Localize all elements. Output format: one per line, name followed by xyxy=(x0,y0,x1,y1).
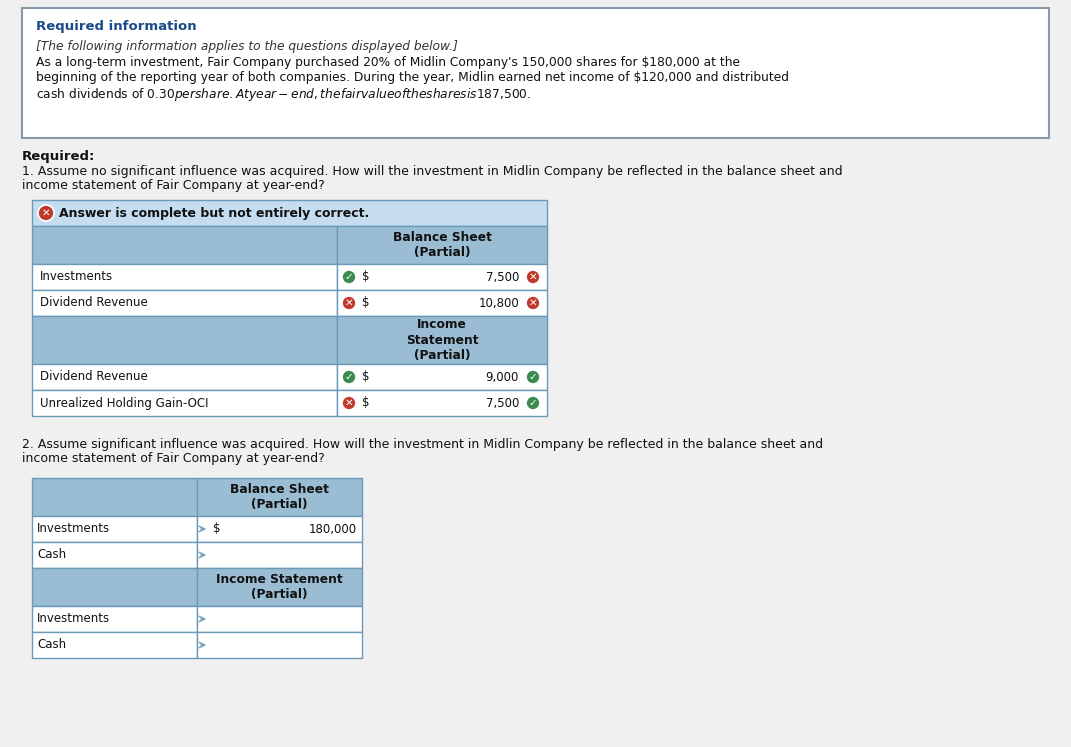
Text: Cash: Cash xyxy=(37,548,66,562)
Circle shape xyxy=(526,370,540,384)
Text: Required information: Required information xyxy=(36,20,197,33)
Text: Cash: Cash xyxy=(37,639,66,651)
Bar xyxy=(32,516,197,542)
Text: cash dividends of $0.30 per share. At year-end, the fair value of the shares is : cash dividends of $0.30 per share. At ye… xyxy=(36,86,531,103)
Bar xyxy=(32,200,547,226)
Text: Required:: Required: xyxy=(22,150,95,163)
Bar xyxy=(337,264,547,290)
Text: $: $ xyxy=(362,297,369,309)
Text: $: $ xyxy=(362,371,369,383)
Bar xyxy=(337,390,547,416)
Bar xyxy=(197,516,362,542)
Bar xyxy=(32,290,337,316)
Bar xyxy=(337,290,547,316)
Bar xyxy=(32,390,337,416)
Text: 7,500: 7,500 xyxy=(485,397,519,409)
Text: 9,000: 9,000 xyxy=(485,371,519,383)
Text: Answer is complete but not entirely correct.: Answer is complete but not entirely corr… xyxy=(59,206,369,220)
Circle shape xyxy=(342,296,356,310)
Text: ✕: ✕ xyxy=(529,272,538,282)
Text: 1. Assume no significant influence was acquired. How will the investment in Midl: 1. Assume no significant influence was a… xyxy=(22,165,843,178)
Bar xyxy=(32,364,337,390)
Bar xyxy=(337,226,547,264)
Text: beginning of the reporting year of both companies. During the year, Midlin earne: beginning of the reporting year of both … xyxy=(36,71,789,84)
Text: 10,800: 10,800 xyxy=(479,297,519,309)
Text: $: $ xyxy=(362,397,369,409)
Bar xyxy=(32,568,197,606)
Circle shape xyxy=(342,396,356,410)
Text: 2. Assume significant influence was acquired. How will the investment in Midlin : 2. Assume significant influence was acqu… xyxy=(22,438,824,451)
Bar xyxy=(32,316,337,364)
Text: ✕: ✕ xyxy=(42,208,50,218)
Bar xyxy=(197,478,362,516)
Circle shape xyxy=(526,270,540,284)
Text: ✕: ✕ xyxy=(529,298,538,308)
Text: Income Statement
(Partial): Income Statement (Partial) xyxy=(216,573,343,601)
Bar xyxy=(337,316,547,364)
Circle shape xyxy=(37,205,54,221)
Text: ✓: ✓ xyxy=(345,272,353,282)
Text: Balance Sheet
(Partial): Balance Sheet (Partial) xyxy=(230,483,329,511)
Text: income statement of Fair Company at year-end?: income statement of Fair Company at year… xyxy=(22,452,325,465)
Bar xyxy=(32,606,197,632)
Circle shape xyxy=(342,270,356,284)
Text: Investments: Investments xyxy=(37,613,110,625)
Text: 180,000: 180,000 xyxy=(308,522,357,536)
Text: $: $ xyxy=(362,270,369,284)
Text: Investments: Investments xyxy=(37,522,110,536)
Text: Dividend Revenue: Dividend Revenue xyxy=(40,371,148,383)
Text: ✓: ✓ xyxy=(345,372,353,382)
Bar xyxy=(197,632,362,658)
Bar xyxy=(32,226,337,264)
Text: As a long-term investment, Fair Company purchased 20% of Midlin Company's 150,00: As a long-term investment, Fair Company … xyxy=(36,56,740,69)
Bar xyxy=(32,264,337,290)
Bar xyxy=(197,606,362,632)
Bar xyxy=(32,632,197,658)
Text: ✕: ✕ xyxy=(345,398,353,408)
Bar xyxy=(32,478,197,516)
Text: ✓: ✓ xyxy=(529,398,538,408)
Text: ✕: ✕ xyxy=(345,298,353,308)
Text: ✓: ✓ xyxy=(529,372,538,382)
Text: income statement of Fair Company at year-end?: income statement of Fair Company at year… xyxy=(22,179,325,192)
Text: 7,500: 7,500 xyxy=(485,270,519,284)
Text: [The following information applies to the questions displayed below.]: [The following information applies to th… xyxy=(36,40,458,53)
Text: $: $ xyxy=(213,522,221,536)
Circle shape xyxy=(342,370,356,384)
Text: Balance Sheet
(Partial): Balance Sheet (Partial) xyxy=(393,231,492,259)
Circle shape xyxy=(526,396,540,410)
Bar xyxy=(32,542,197,568)
Bar xyxy=(197,568,362,606)
Circle shape xyxy=(526,296,540,310)
Text: Unrealized Holding Gain-OCI: Unrealized Holding Gain-OCI xyxy=(40,397,209,409)
Text: Income
Statement
(Partial): Income Statement (Partial) xyxy=(406,318,479,362)
Text: Dividend Revenue: Dividend Revenue xyxy=(40,297,148,309)
Text: Investments: Investments xyxy=(40,270,114,284)
Bar xyxy=(337,364,547,390)
Bar xyxy=(22,8,1049,138)
Bar xyxy=(197,542,362,568)
